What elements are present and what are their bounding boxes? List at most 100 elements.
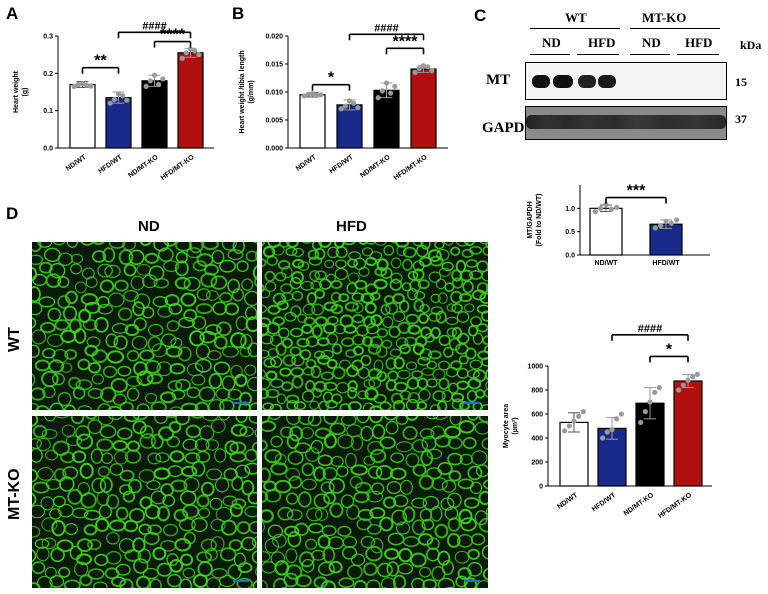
cell-membrane bbox=[353, 491, 370, 503]
lane-label-hfd-wt: HFD bbox=[588, 35, 616, 50]
cell-membrane bbox=[286, 399, 299, 410]
cell-membrane bbox=[264, 449, 282, 464]
data-point bbox=[603, 202, 609, 208]
cell-membrane bbox=[165, 416, 178, 418]
cell-membrane bbox=[262, 258, 267, 268]
cell-membrane bbox=[38, 296, 56, 308]
column-label-hfd: HFD bbox=[336, 218, 367, 235]
cell-membrane bbox=[45, 273, 62, 288]
cell-membrane bbox=[150, 433, 164, 450]
mt-label: MT bbox=[486, 72, 511, 88]
cell-membrane bbox=[413, 299, 425, 313]
cell-membrane bbox=[420, 242, 431, 250]
cell-membrane bbox=[62, 466, 79, 480]
micrograph-hfd-wt bbox=[262, 242, 488, 410]
cell-membrane bbox=[402, 426, 418, 441]
cell-membrane bbox=[299, 349, 312, 361]
cell-membrane bbox=[405, 398, 420, 410]
cell-membrane bbox=[468, 245, 483, 255]
cell-membrane bbox=[429, 255, 444, 267]
y-tick-label: 800 bbox=[531, 388, 543, 395]
cell-membrane bbox=[207, 350, 222, 361]
cell-membrane bbox=[241, 278, 254, 291]
cell-membrane bbox=[219, 399, 235, 410]
cell-membrane bbox=[101, 452, 114, 465]
cell-membrane bbox=[244, 364, 257, 376]
data-point bbox=[160, 76, 166, 82]
cell-membrane bbox=[411, 577, 425, 588]
cell-membrane bbox=[64, 348, 78, 360]
cell-membrane bbox=[376, 371, 387, 382]
cell-membrane bbox=[68, 376, 81, 390]
cell-membrane bbox=[379, 436, 396, 450]
cell-membrane bbox=[330, 279, 343, 290]
cell-membrane bbox=[77, 358, 91, 371]
cell-membrane bbox=[315, 508, 329, 521]
cell-membrane bbox=[444, 242, 454, 246]
cell-membrane bbox=[210, 275, 228, 290]
cell-membrane bbox=[271, 244, 285, 256]
cell-membrane bbox=[467, 561, 483, 577]
cell-membrane bbox=[286, 242, 299, 248]
cell-membrane bbox=[476, 464, 488, 478]
cell-membrane bbox=[437, 577, 455, 588]
cell-membrane bbox=[323, 433, 337, 449]
cell-membrane bbox=[64, 523, 78, 535]
cell-membrane bbox=[155, 452, 170, 463]
cell-membrane bbox=[122, 490, 136, 503]
cell-membrane bbox=[347, 564, 363, 580]
cell-membrane bbox=[485, 381, 488, 391]
cell-membrane bbox=[314, 270, 327, 281]
cell-membrane bbox=[338, 577, 355, 588]
cell-membrane bbox=[392, 494, 409, 508]
cell-membrane bbox=[186, 247, 202, 259]
data-point bbox=[156, 81, 162, 88]
y-tick-label: 0.010 bbox=[265, 90, 283, 97]
cell-membrane bbox=[32, 424, 48, 439]
cell-membrane bbox=[449, 416, 462, 426]
cell-membrane bbox=[36, 546, 50, 562]
cell-membrane bbox=[371, 482, 385, 495]
cell-membrane bbox=[399, 343, 411, 355]
cell-membrane bbox=[139, 242, 152, 246]
scale-bar bbox=[233, 402, 249, 404]
cell-membrane bbox=[71, 507, 89, 519]
cell-membrane bbox=[229, 503, 244, 518]
cell-membrane bbox=[416, 401, 428, 410]
cell-membrane bbox=[400, 479, 413, 495]
cell-membrane bbox=[291, 354, 305, 367]
cell-membrane bbox=[364, 387, 379, 401]
cell-membrane bbox=[144, 392, 158, 404]
cell-membrane bbox=[351, 292, 365, 303]
cell-membrane bbox=[247, 342, 257, 358]
cell-membrane bbox=[479, 404, 488, 410]
cell-membrane bbox=[421, 518, 435, 531]
cell-membrane bbox=[276, 393, 287, 405]
data-point bbox=[668, 220, 674, 226]
cell-membrane bbox=[58, 566, 71, 578]
cell-membrane bbox=[297, 491, 312, 508]
cell-membrane bbox=[320, 349, 334, 360]
cell-membrane bbox=[476, 580, 488, 588]
data-point bbox=[592, 209, 598, 215]
cell-membrane bbox=[447, 532, 461, 548]
cell-membrane bbox=[169, 406, 183, 410]
cell-membrane bbox=[45, 449, 59, 461]
x-tick-label: ND/MT-KO bbox=[127, 154, 160, 180]
cell-membrane bbox=[313, 466, 326, 482]
cell-membrane bbox=[262, 402, 274, 410]
cell-membrane bbox=[133, 317, 147, 331]
cell-membrane bbox=[360, 354, 372, 367]
cell-membrane bbox=[76, 538, 93, 552]
cell-membrane bbox=[287, 531, 302, 548]
y-tick-label: 400 bbox=[531, 436, 543, 443]
data-point bbox=[690, 374, 696, 380]
cell-membrane bbox=[34, 538, 50, 549]
cell-membrane bbox=[87, 539, 102, 550]
cell-membrane bbox=[351, 314, 365, 324]
cell-membrane bbox=[431, 477, 448, 491]
cell-membrane bbox=[132, 558, 149, 574]
scale-bar bbox=[233, 580, 249, 582]
cell-membrane bbox=[147, 452, 162, 465]
data-point bbox=[663, 218, 669, 224]
